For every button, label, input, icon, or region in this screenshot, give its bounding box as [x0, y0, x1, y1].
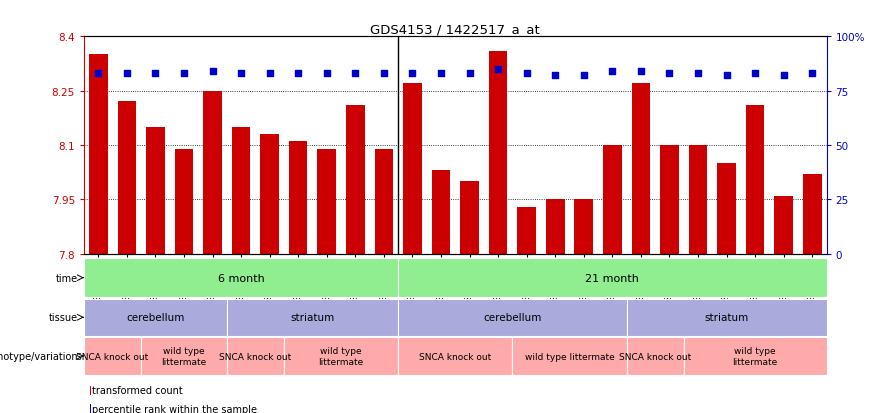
Bar [546, 200, 565, 254]
Text: 21 month: 21 month [585, 273, 639, 283]
Point [234, 71, 248, 77]
Text: SNCA knock out: SNCA knock out [619, 352, 691, 361]
Text: tissue: tissue [50, 313, 79, 323]
Bar [232, 128, 250, 254]
Point [205, 69, 219, 75]
Text: wild type
littermate: wild type littermate [318, 347, 363, 366]
Bar [689, 146, 707, 254]
Point [634, 69, 648, 75]
Bar [89, 404, 91, 413]
Bar [660, 146, 679, 254]
Point [263, 71, 277, 77]
Text: striatum: striatum [705, 313, 749, 323]
Bar [398, 299, 627, 336]
Bar [203, 91, 222, 254]
Bar [803, 175, 821, 254]
Bar [284, 338, 398, 375]
Point [406, 71, 420, 77]
Point [576, 73, 591, 80]
Text: wild type littermate: wild type littermate [524, 352, 614, 361]
Text: striatum: striatum [290, 313, 334, 323]
Text: genotype/variation: genotype/variation [0, 351, 79, 361]
Title: GDS4153 / 1422517_a_at: GDS4153 / 1422517_a_at [370, 23, 540, 36]
Bar [375, 149, 393, 254]
Bar [175, 149, 194, 254]
Point [606, 69, 620, 75]
Text: wild type
littermate: wild type littermate [161, 347, 207, 366]
Bar [461, 182, 479, 254]
Point [720, 73, 734, 80]
Point [291, 71, 305, 77]
Bar [289, 142, 308, 254]
Text: transformed count: transformed count [92, 385, 183, 395]
Bar [575, 200, 593, 254]
Bar [517, 207, 536, 254]
Text: percentile rank within the sample: percentile rank within the sample [92, 404, 257, 413]
Point [777, 73, 791, 80]
Point [491, 66, 505, 73]
Bar [146, 128, 164, 254]
Bar [398, 259, 827, 297]
Bar [317, 149, 336, 254]
Bar [683, 338, 827, 375]
Point [662, 71, 676, 77]
Bar [489, 52, 507, 254]
Bar [717, 164, 735, 254]
Text: SNCA knock out: SNCA knock out [219, 352, 292, 361]
Bar [84, 259, 398, 297]
Point [462, 71, 476, 77]
Point [548, 73, 562, 80]
Text: SNCA knock out: SNCA knock out [76, 352, 149, 361]
Bar [746, 106, 765, 254]
Bar [627, 299, 827, 336]
Bar [118, 102, 136, 254]
Point [434, 71, 448, 77]
Point [691, 71, 705, 77]
Point [805, 71, 819, 77]
Text: cerebellum: cerebellum [484, 313, 542, 323]
Point [177, 71, 191, 77]
Bar [603, 146, 621, 254]
Bar [431, 171, 450, 254]
Bar [774, 196, 793, 254]
Point [119, 71, 133, 77]
Text: 6 month: 6 month [217, 273, 264, 283]
Bar [346, 106, 364, 254]
Point [520, 71, 534, 77]
Bar [89, 55, 108, 254]
Bar [513, 338, 627, 375]
Text: SNCA knock out: SNCA knock out [419, 352, 492, 361]
Bar [627, 338, 683, 375]
Point [348, 71, 362, 77]
Bar [84, 338, 141, 375]
Bar [398, 338, 513, 375]
Bar [84, 299, 227, 336]
Bar [632, 84, 651, 254]
Bar [227, 338, 284, 375]
Point [91, 71, 105, 77]
Text: cerebellum: cerebellum [126, 313, 185, 323]
Point [320, 71, 334, 77]
Bar [89, 386, 91, 395]
Bar [261, 135, 279, 254]
Point [748, 71, 762, 77]
Bar [403, 84, 422, 254]
Bar [141, 338, 227, 375]
Point [149, 71, 163, 77]
Text: wild type
littermate: wild type littermate [733, 347, 778, 366]
Bar [227, 299, 398, 336]
Text: time: time [57, 273, 79, 283]
Point [377, 71, 391, 77]
